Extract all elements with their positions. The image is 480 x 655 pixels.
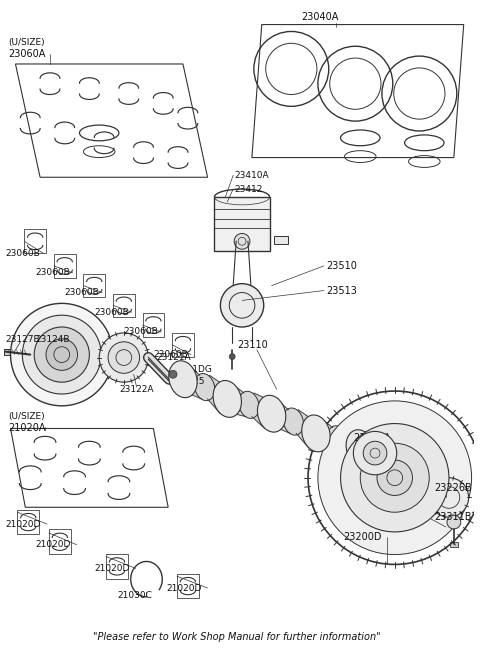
Bar	[113, 293, 135, 317]
Circle shape	[220, 284, 264, 327]
Bar	[84, 274, 105, 297]
Bar	[49, 529, 71, 554]
Text: 23410A: 23410A	[234, 171, 269, 180]
Text: 23226B: 23226B	[434, 483, 472, 493]
Bar	[177, 574, 199, 599]
Text: 21020D: 21020D	[166, 584, 202, 593]
Circle shape	[360, 443, 429, 512]
Polygon shape	[276, 399, 290, 434]
Text: (U/SIZE): (U/SIZE)	[9, 38, 45, 47]
Ellipse shape	[302, 415, 330, 452]
Circle shape	[99, 333, 148, 382]
Polygon shape	[296, 410, 311, 448]
Circle shape	[363, 441, 387, 465]
Text: 23510: 23510	[326, 261, 357, 271]
Text: 23124B: 23124B	[35, 335, 70, 345]
Ellipse shape	[239, 391, 259, 419]
Circle shape	[377, 460, 412, 495]
Bar	[274, 236, 288, 244]
Ellipse shape	[327, 426, 348, 453]
Polygon shape	[207, 375, 222, 414]
Text: 23060B: 23060B	[65, 288, 99, 297]
Bar	[215, 197, 270, 251]
Text: 21020D: 21020D	[35, 540, 71, 550]
Text: 23060B: 23060B	[154, 350, 188, 359]
Polygon shape	[252, 393, 267, 428]
Ellipse shape	[213, 381, 241, 417]
Text: 23121A: 23121A	[156, 353, 191, 362]
Ellipse shape	[283, 408, 303, 435]
Circle shape	[341, 424, 449, 532]
Text: 23110: 23110	[237, 340, 268, 350]
Bar	[54, 254, 75, 278]
Circle shape	[353, 432, 396, 475]
Bar	[143, 313, 164, 337]
Circle shape	[169, 370, 177, 378]
Ellipse shape	[346, 430, 374, 466]
Polygon shape	[341, 428, 355, 463]
Text: 23200D: 23200D	[344, 532, 382, 542]
Text: 23125: 23125	[176, 377, 204, 386]
Bar	[24, 229, 46, 253]
Circle shape	[34, 327, 89, 382]
Circle shape	[23, 315, 101, 394]
Text: 21020D: 21020D	[6, 519, 41, 529]
Text: "Please refer to Work Shop Manual for further information": "Please refer to Work Shop Manual for fu…	[93, 632, 381, 643]
Polygon shape	[232, 384, 246, 417]
Text: 23040A: 23040A	[301, 12, 338, 22]
Bar	[172, 333, 194, 356]
Text: 21030C: 21030C	[117, 591, 152, 601]
Bar	[450, 542, 458, 547]
Ellipse shape	[169, 361, 197, 398]
Text: 21020D: 21020D	[94, 564, 130, 573]
Bar	[17, 510, 39, 534]
Text: 23060B: 23060B	[124, 328, 158, 337]
Text: 23513: 23513	[326, 286, 357, 295]
Circle shape	[108, 342, 140, 373]
Circle shape	[229, 354, 235, 360]
Circle shape	[318, 401, 471, 555]
Text: 23311B: 23311B	[434, 512, 472, 522]
Bar	[4, 348, 12, 354]
Text: 23060B: 23060B	[94, 308, 129, 317]
Ellipse shape	[194, 373, 215, 401]
Text: 23060B: 23060B	[6, 249, 40, 257]
Polygon shape	[321, 419, 335, 451]
Circle shape	[234, 233, 250, 249]
Polygon shape	[188, 364, 202, 399]
Ellipse shape	[257, 395, 286, 432]
Text: 23060A: 23060A	[9, 49, 46, 59]
Text: 23060B: 23060B	[35, 269, 70, 277]
Circle shape	[46, 339, 78, 370]
Bar	[106, 554, 128, 579]
Text: 23412: 23412	[234, 185, 263, 194]
Circle shape	[11, 303, 113, 406]
Text: 23127B: 23127B	[6, 335, 40, 345]
Text: 23122A: 23122A	[119, 384, 154, 394]
Circle shape	[447, 515, 461, 529]
Text: 21121A: 21121A	[353, 434, 391, 443]
Circle shape	[429, 477, 468, 517]
Text: 1601DG: 1601DG	[176, 365, 213, 374]
Text: 21020A: 21020A	[9, 424, 46, 434]
Text: (U/SIZE): (U/SIZE)	[9, 412, 45, 421]
